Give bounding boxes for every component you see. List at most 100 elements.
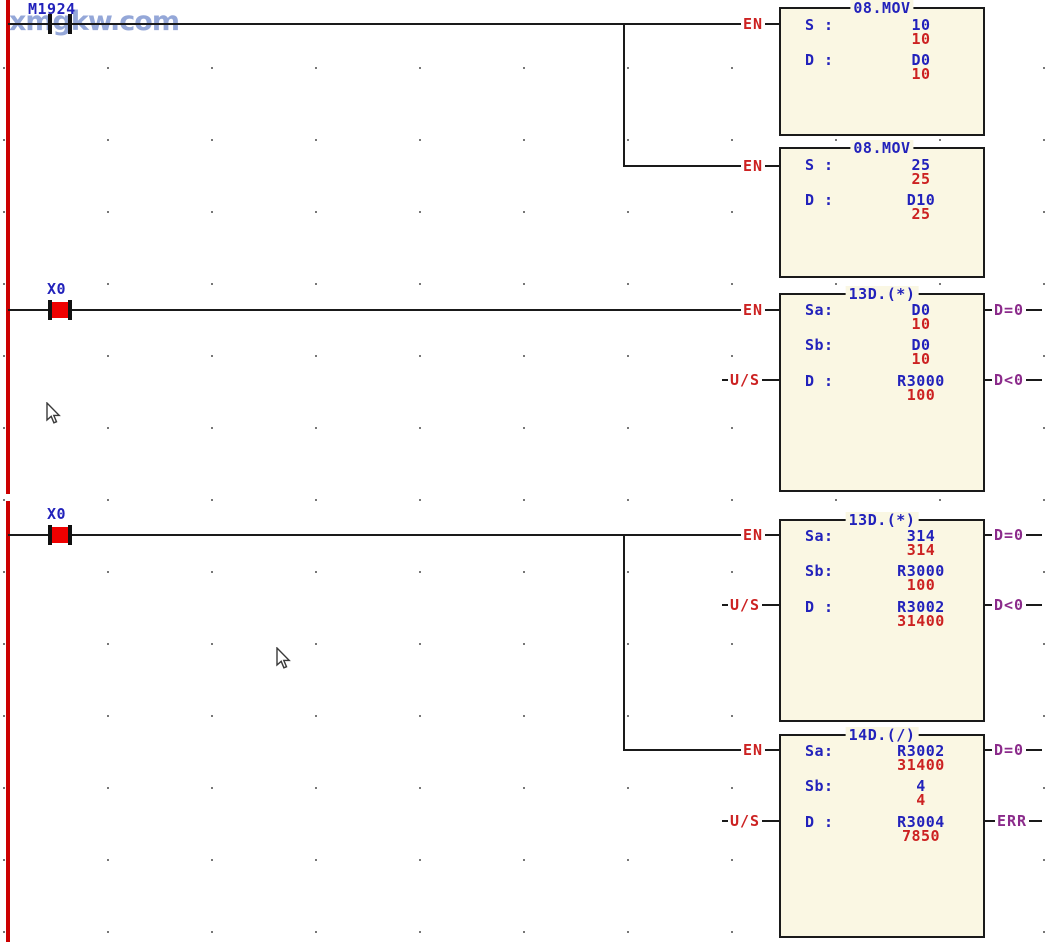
param-label: D : [805,372,834,390]
grid-dot [523,643,525,645]
param-operand[interactable]: R3002 [897,598,945,616]
grid-dot [1043,643,1045,645]
grid-dot [835,139,837,141]
block-title: 13D.(*) [845,512,919,528]
grid-dot [211,571,213,573]
grid-dot [3,715,5,717]
grid-dot [419,859,421,861]
param-operand[interactable]: D0 [911,336,931,354]
branch-wire [623,165,779,167]
param-label: Sa: [805,742,834,760]
function-block-mov[interactable]: 08.MOV S : 10 10 D : D0 10 [779,0,985,136]
param-operand[interactable]: 10 [911,16,931,34]
param-operand[interactable]: D10 [906,191,936,209]
grid-dot [731,571,733,573]
grid-dot [731,211,733,213]
grid-dot [3,859,5,861]
param-label: Sa: [805,527,834,545]
contact-x0[interactable] [48,525,72,545]
grid-dot [419,355,421,357]
function-block-div[interactable]: 14D.(/) Sa: R3002 31400 Sb: 4 4 D : R300… [779,727,985,938]
grid-dot [731,427,733,429]
grid-dot [419,787,421,789]
grid-dot [731,859,733,861]
contact-label: X0 [47,280,67,298]
block-title: 08.MOV [850,140,914,156]
function-block-mov[interactable]: 08.MOV S : 25 25 D : D10 25 [779,140,985,278]
grid-dot [315,211,317,213]
grid-dot [627,859,629,861]
grid-dot [1043,715,1045,717]
branch-wire [623,23,625,167]
block-input-us: U/S [728,371,763,389]
grid-dot [211,67,213,69]
grid-dot [3,787,5,789]
grid-dot [1043,931,1045,933]
grid-dot [523,355,525,357]
param-operand[interactable]: R3002 [897,742,945,760]
param-operand[interactable]: D0 [911,51,931,69]
param-label: S : [805,16,834,34]
grid-dot [1043,787,1045,789]
grid-dot [419,643,421,645]
grid-dot [107,859,109,861]
grid-dot [107,427,109,429]
param-current-value: 10 [911,315,931,333]
rung-wire [8,23,779,25]
grid-dot [3,571,5,573]
grid-dot [523,283,525,285]
param-current-value: 10 [911,30,931,48]
grid-dot [3,499,5,501]
param-label: D : [805,191,834,209]
grid-dot [315,931,317,933]
grid-dot [523,211,525,213]
grid-dot [419,499,421,501]
param-current-value: 314 [906,541,936,559]
block-output-err: ERR [995,812,1030,830]
param-operand[interactable]: 314 [906,527,936,545]
grid-dot [315,643,317,645]
mouse-cursor [46,402,61,424]
grid-dot [419,283,421,285]
grid-dot [1043,139,1045,141]
param-label: Sa: [805,301,834,319]
grid-dot [419,571,421,573]
block-title: 13D.(*) [845,286,919,302]
grid-dot [731,355,733,357]
grid-dot [3,355,5,357]
param-current-value: 10 [911,350,931,368]
grid-dot [523,715,525,717]
grid-dot [3,67,5,69]
contact-state-fill [52,527,68,543]
param-operand[interactable]: 25 [911,156,931,174]
grid-dot [211,211,213,213]
power-rail-segment [6,0,10,494]
grid-dot [939,499,941,501]
param-operand[interactable]: R3000 [897,372,945,390]
grid-dot [1043,211,1045,213]
grid-dot [627,139,629,141]
param-operand[interactable]: 4 [916,777,926,795]
grid-dot [419,715,421,717]
grid-dot [1043,283,1045,285]
grid-dot [1043,67,1045,69]
grid-dot [1043,571,1045,573]
function-block-mul[interactable]: 13D.(*) Sa: D0 10 Sb: D0 10 D : R3000 10… [779,286,985,492]
grid-dot [627,643,629,645]
block-output-d-eq-0: D=0 [992,741,1027,759]
grid-dot [731,139,733,141]
grid-dot [731,715,733,717]
grid-dot [3,211,5,213]
rung-wire [8,309,779,311]
param-operand[interactable]: D0 [911,301,931,319]
function-block-mul[interactable]: 13D.(*) Sa: 314 314 Sb: R3000 100 D : R3… [779,512,985,722]
block-output-d-eq-0: D=0 [992,526,1027,544]
grid-dot [627,283,629,285]
contact-x0[interactable] [48,300,72,320]
grid-dot [523,427,525,429]
param-operand[interactable]: R3004 [897,813,945,831]
param-operand[interactable]: R3000 [897,562,945,580]
grid-dot [107,139,109,141]
contact-m1924[interactable] [48,14,72,34]
